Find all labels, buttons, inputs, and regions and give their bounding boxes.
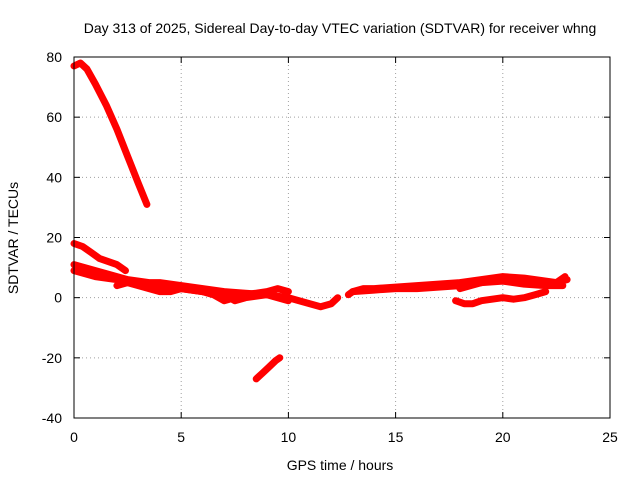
y-tick-label: 20 (46, 230, 62, 246)
x-tick-label: 5 (177, 429, 185, 445)
x-tick-label: 25 (602, 429, 618, 445)
grid (74, 57, 610, 418)
chart-title: Day 313 of 2025, Sidereal Day-to-day VTE… (84, 20, 597, 36)
y-tick-label: -40 (42, 410, 62, 426)
series-arc-e (113, 279, 292, 305)
y-axis-label: SDTVAR / TECUs (5, 182, 21, 294)
y-tick-label: 40 (46, 169, 62, 185)
y-tick-label: 60 (46, 109, 62, 125)
y-tick-label: -20 (42, 350, 62, 366)
x-tick-label: 10 (281, 429, 297, 445)
x-tick-label: 0 (70, 429, 78, 445)
x-tick-labels: 0 5 10 15 20 25 (70, 429, 618, 445)
x-axis-label: GPS time / hours (287, 457, 394, 473)
series-arc-b (70, 240, 129, 275)
y-tick-label: 0 (54, 290, 62, 306)
x-tick-label: 20 (495, 429, 511, 445)
y-tick-labels: -40 -20 0 20 40 60 80 (42, 49, 62, 426)
series-group (70, 59, 571, 383)
series-arc-a (70, 59, 151, 208)
y-tick-label: 80 (46, 49, 62, 65)
series-arc-i (452, 288, 550, 308)
series-arc-j (456, 273, 569, 293)
tick-marks (73, 56, 611, 419)
series-arc-f (252, 354, 284, 383)
x-tick-label: 15 (388, 429, 404, 445)
